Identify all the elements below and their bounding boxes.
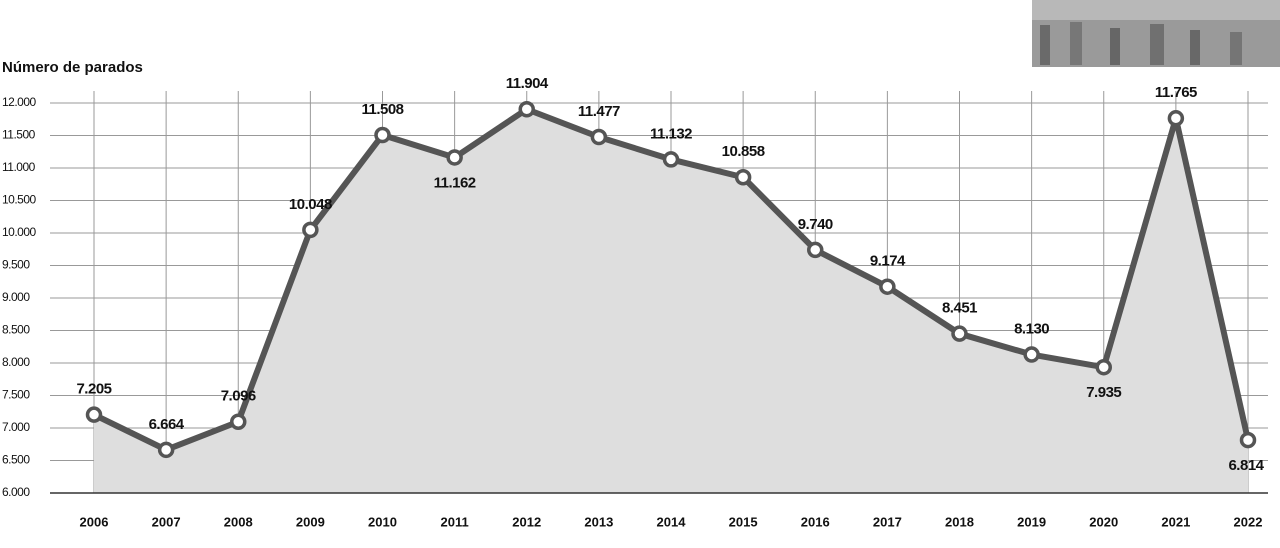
value-label: 10.858	[722, 143, 765, 160]
y-tick-label: 7.500	[2, 388, 30, 402]
value-label: 9.740	[798, 216, 833, 233]
x-tick-label: 2010	[368, 514, 397, 529]
point	[590, 128, 608, 146]
point	[302, 221, 319, 239]
point	[879, 278, 896, 295]
value-label: 11.162	[434, 174, 476, 191]
point	[1095, 358, 1112, 376]
y-tick-label: 11.000	[2, 160, 36, 174]
point	[374, 126, 391, 144]
x-tick-label: 2008	[224, 514, 253, 529]
point	[157, 441, 175, 459]
value-label: 6.814	[1228, 457, 1264, 474]
y-tick-label: 10.500	[2, 193, 37, 207]
point	[951, 325, 968, 342]
point	[807, 241, 824, 259]
value-label: 8.451	[942, 300, 977, 317]
x-tick-label: 2013	[584, 514, 613, 529]
x-tick-label: 2021	[1161, 514, 1190, 529]
x-tick-label: 2007	[152, 514, 181, 529]
value-label: 7.096	[221, 388, 256, 405]
value-label: 10.048	[289, 196, 332, 213]
point	[518, 100, 535, 118]
point	[734, 168, 752, 186]
y-tick-label: 7.000	[2, 420, 30, 434]
point	[1239, 431, 1257, 449]
x-tick-label: 2006	[80, 514, 109, 529]
x-tick-label: 2022	[1234, 514, 1263, 529]
x-tick-label: 2015	[729, 514, 758, 529]
y-tick-label: 8.000	[2, 355, 30, 369]
y-tick-label: 12.000	[2, 95, 37, 109]
value-label: 7.935	[1086, 384, 1121, 401]
value-label: 7.205	[76, 381, 111, 398]
x-tick-label: 2019	[1017, 514, 1046, 529]
y-axis-label: Número de parados	[2, 59, 143, 76]
point	[1023, 346, 1040, 363]
x-tick-label: 2018	[945, 514, 974, 529]
x-tick-label: 2014	[657, 514, 687, 529]
photo	[1032, 0, 1280, 67]
point	[446, 149, 463, 166]
x-tick-label: 2020	[1089, 514, 1118, 529]
point	[230, 413, 247, 431]
value-label: 11.904	[506, 75, 549, 92]
value-label: 9.174	[870, 253, 906, 270]
x-tick-label: 2009	[296, 514, 325, 529]
y-tick-label: 8.500	[2, 323, 30, 337]
point	[1167, 110, 1185, 127]
x-tick-label: 2016	[801, 514, 830, 529]
y-tick-label: 6.000	[2, 485, 30, 499]
value-label: 11.477	[578, 103, 620, 120]
point	[85, 406, 103, 423]
value-label: 11.508	[361, 101, 403, 118]
x-tick-label: 2017	[873, 514, 902, 529]
y-tick-label: 11.500	[2, 128, 36, 142]
x-tick-label: 2011	[441, 514, 469, 529]
x-tick-label: 2012	[512, 514, 541, 529]
value-label: 6.664	[149, 416, 185, 433]
y-tick-label: 10.000	[2, 225, 37, 239]
y-tick-label: 9.000	[2, 290, 30, 304]
area	[94, 109, 1248, 494]
y-tick-label: 6.500	[2, 453, 30, 467]
value-label: 11.765	[1155, 84, 1197, 101]
value-label: 8.130	[1014, 321, 1049, 338]
y-tick-label: 9.500	[2, 258, 30, 272]
value-label: 11.132	[650, 125, 692, 142]
point	[662, 151, 680, 168]
